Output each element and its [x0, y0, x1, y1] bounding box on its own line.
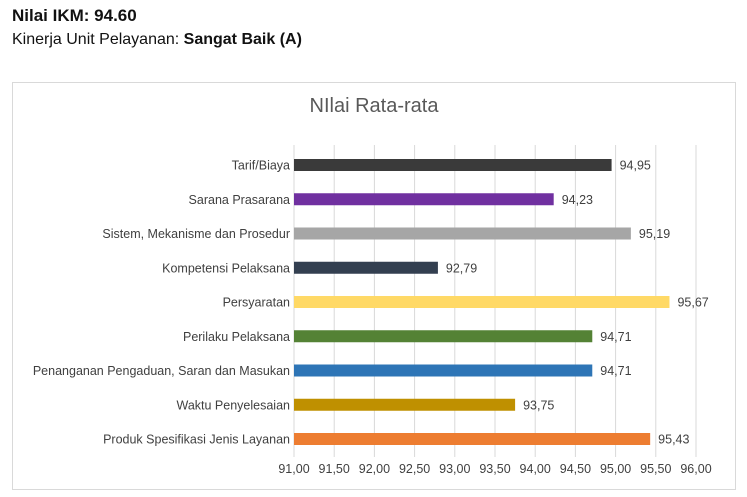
data-label: 95,43	[658, 433, 689, 447]
x-tick-label: 92,00	[359, 462, 390, 476]
data-label: 92,79	[446, 261, 477, 275]
data-label: 95,67	[677, 296, 708, 310]
chart-title: NIlai Rata-rata	[309, 95, 439, 117]
ikm-score: Nilai IKM: 94.60	[12, 6, 137, 25]
x-tick-label: 92,50	[399, 462, 430, 476]
kinerja-prefix: Kinerja Unit Pelayanan:	[12, 31, 184, 48]
category-label: Perilaku Pelaksana	[183, 330, 290, 344]
bar	[294, 193, 554, 206]
x-tick-label: 94,00	[520, 462, 551, 476]
x-tick-label: 91,50	[319, 462, 350, 476]
data-label: 94,95	[620, 159, 651, 173]
x-tick-label: 94,50	[560, 462, 591, 476]
bar	[294, 159, 612, 171]
category-label: Penanganan Pengaduan, Saran dan Masukan	[33, 364, 290, 378]
data-label: 94,71	[600, 330, 631, 344]
bar	[294, 398, 516, 411]
bar	[294, 261, 438, 274]
chart-area: NIlai Rata-rata 91,00 91,50 92,00 92,50 93,0…	[12, 82, 736, 490]
category-label: Sistem, Mekanisme dan Prosedur	[102, 227, 290, 241]
kinerja-line: Kinerja Unit Pelayanan: Sangat Baik (A)	[12, 28, 302, 52]
x-tick-label: 93,50	[479, 462, 510, 476]
bar-chart: 91,00 91,50 92,00 92,50 93,00 93,50 94,00 94,50…	[33, 145, 712, 476]
data-label: 93,75	[523, 398, 554, 412]
bar	[294, 364, 593, 377]
category-label: Sarana Prasarana	[189, 193, 291, 207]
category-label: Tarif/Biaya	[232, 159, 290, 173]
bar	[294, 433, 651, 445]
x-tick-label: 95,50	[640, 462, 671, 476]
category-label: Kompetensi Pelaksana	[162, 261, 290, 275]
bar	[294, 227, 631, 240]
x-tick-label: 93,00	[439, 462, 470, 476]
x-tick-label: 95,00	[600, 462, 631, 476]
category-label: Persyaratan	[223, 296, 290, 310]
data-label: 94,71	[600, 364, 631, 378]
kinerja-value: Sangat Baik (A)	[183, 31, 302, 48]
data-label: 95,19	[639, 227, 670, 241]
x-tick-label: 96,00	[680, 462, 711, 476]
data-label: 94,23	[562, 193, 593, 207]
category-label: Waktu Penyelesaian	[177, 398, 291, 412]
x-tick-label: 91,00	[278, 462, 309, 476]
bar	[294, 296, 670, 308]
category-label: Produk Spesifikasi Jenis Layanan	[103, 433, 290, 447]
bar	[294, 330, 593, 343]
header: Nilai IKM: 94.60 Kinerja Unit Pelayanan:…	[12, 4, 302, 52]
